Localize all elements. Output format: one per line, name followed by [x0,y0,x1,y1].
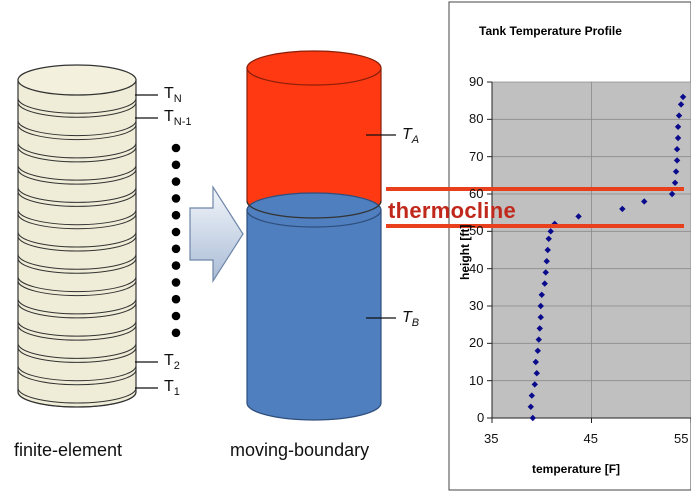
ellipsis-dot [171,278,181,287]
thermocline-label: thermocline [388,198,516,223]
y-tick-label: 70 [469,148,484,164]
ellipsis-dot [171,194,181,203]
moving-boundary-caption: moving-boundary [230,440,370,460]
data-point [547,228,554,235]
data-point [541,280,548,287]
data-point [671,179,679,186]
ellipsis-dot [171,177,181,186]
data-point [542,269,549,276]
data-point [545,235,552,242]
data-point [575,213,582,220]
data-point [672,168,680,175]
data-point [532,358,539,366]
disk-edge [17,231,137,252]
data-point [535,336,542,343]
data-point [538,291,545,298]
x-tick-label: 45 [583,431,598,446]
x-tick-label: 35 [484,431,499,446]
disk-edge [17,120,137,141]
data-point [528,392,535,399]
data-point [533,370,540,377]
disk-edge [17,142,137,163]
ellipsis-dot [171,227,181,237]
disk-edge [17,165,137,185]
ellipsis-dot [171,294,181,304]
top-layer-rim [246,200,382,219]
tank-top-disk [17,64,137,96]
y-tick-label: 40 [469,260,484,276]
data-point [536,325,543,332]
finite-element-tank [17,64,137,408]
disk-edge [17,254,137,274]
data-point [673,157,681,164]
ellipsis-dot [171,261,181,270]
label-ta: TA [402,126,420,147]
data-point [668,190,676,198]
bottom-layer [246,209,382,421]
data-point [677,101,685,108]
disk-edge [17,187,137,207]
y-tick-label: 90 [469,74,484,89]
y-tick-label: 50 [469,223,484,239]
finite-element-caption: finite-element [14,440,123,460]
disk-edge [17,209,137,230]
y-tick-label: 30 [469,298,484,313]
ellipsis-dot [171,160,181,170]
label-t1: T1 [164,378,180,399]
moving-boundary-tank [246,50,396,421]
y-tick-label: 10 [469,372,484,388]
data-point [674,134,682,142]
label-tn: TN [164,85,182,106]
data-point [531,381,538,388]
data-point [675,112,683,119]
ellipsis-dot [171,311,181,321]
ellipsis-dot [171,244,181,254]
disk-edge [17,343,137,363]
ellipsis-dots [171,143,181,338]
x-tick-label: 55 [674,431,689,446]
disk-edge [17,365,137,386]
data-point [534,347,541,354]
disk-edge [17,387,137,408]
boundary-ellipse [246,192,382,228]
x-axis-title: temperature [F] [532,462,621,476]
disk-edge [17,98,137,118]
disk-edge [17,276,137,297]
disk-edge [17,298,137,319]
data-point [619,205,626,213]
chart-plot-area [487,81,691,423]
label-tn-1: TN-1 [164,108,192,129]
disk-edge [17,321,137,341]
ellipsis-dot [171,143,181,153]
data-point [551,220,558,228]
data-point [527,403,535,410]
right-arrow-icon [189,184,244,284]
ellipsis-dot [171,210,181,220]
ellipsis-dot [171,328,181,338]
data-point [674,123,682,130]
y-tick-label: 0 [477,410,485,425]
data-point [537,302,544,310]
label-tb: TB [402,309,420,330]
data-point [679,93,687,101]
y-tick-label: 80 [469,111,484,127]
data-point [543,258,550,265]
data-point [529,414,536,422]
data-point [641,198,648,205]
chart-title: Tank Temperature Profile [479,24,622,38]
y-tick-label: 20 [469,335,484,351]
data-point [544,246,551,254]
thermocline-band [386,187,684,228]
data-point [537,314,544,321]
data-point [673,146,681,153]
y-tick-label: 60 [469,186,484,201]
left-leader-lines [135,94,158,389]
label-t2: T2 [164,352,180,373]
tank-top-ellipse [246,50,382,86]
